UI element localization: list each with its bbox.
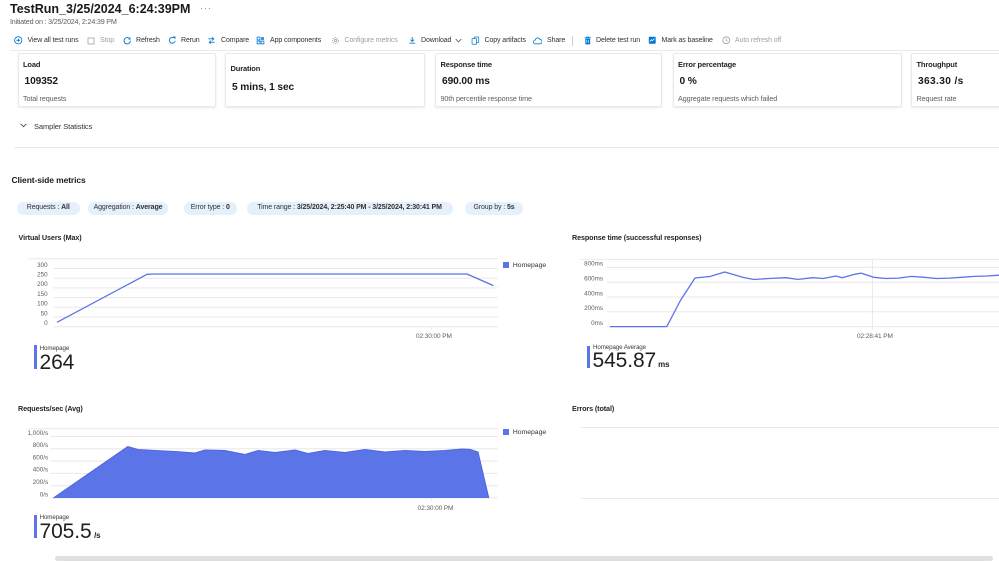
svg-text:0: 0: [44, 320, 48, 327]
svg-text:50: 50: [41, 310, 49, 317]
svg-text:600/s: 600/s: [33, 454, 48, 461]
svg-text:0ms: 0ms: [591, 320, 603, 327]
svg-text:1,000/s: 1,000/s: [28, 430, 49, 437]
svg-text:300: 300: [37, 262, 48, 269]
svg-text:400ms: 400ms: [584, 290, 603, 297]
svg-text:250: 250: [37, 272, 48, 279]
svg-text:150: 150: [37, 291, 48, 298]
svg-text:800ms: 800ms: [584, 261, 603, 268]
svg-text:200/s: 200/s: [33, 479, 48, 486]
svg-text:0/s: 0/s: [40, 491, 48, 498]
svg-text:200: 200: [37, 281, 48, 288]
svg-text:200ms: 200ms: [584, 305, 603, 312]
svg-text:800/s: 800/s: [33, 442, 48, 449]
svg-text:100: 100: [37, 301, 48, 308]
svg-text:400/s: 400/s: [33, 467, 48, 474]
svg-text:600ms: 600ms: [584, 276, 603, 283]
